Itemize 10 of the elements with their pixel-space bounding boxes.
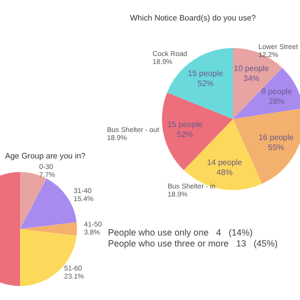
text: 8 people 28% <box>261 86 293 106</box>
text: 16 people 55% <box>258 133 294 152</box>
text: People who use only one 4 (14%) <box>108 228 253 238</box>
text: People who use three or more 13 (45%) <box>108 238 278 248</box>
text: 10 people 34% <box>234 64 270 83</box>
text: 15 people 52% <box>167 120 204 139</box>
chart-title: Age Group are you in? <box>5 152 86 160</box>
text: 15 people 52% <box>188 68 224 88</box>
text: 14 people 48% <box>206 158 243 177</box>
chart-title: Which Notice Board(s) do you use? <box>130 14 256 22</box>
